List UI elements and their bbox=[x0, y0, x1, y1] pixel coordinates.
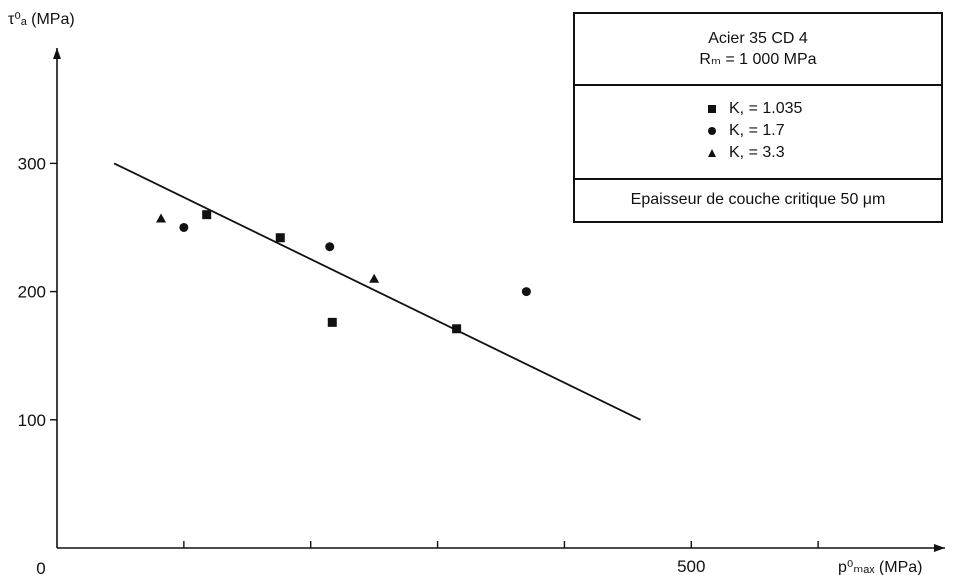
x-tick-label: 500 bbox=[677, 557, 705, 575]
legend-header: Acier 35 CD 4 Rₘ = 1 000 MPa bbox=[575, 14, 941, 86]
y-axis-title: τ⁰ₐ (MPa) bbox=[8, 11, 75, 28]
y-tick-label: 100 bbox=[18, 411, 46, 430]
legend-entry-circle: K, = 1.7 bbox=[705, 120, 941, 142]
y-axis-arrow-icon bbox=[53, 48, 61, 59]
legend-entry-triangle: K, = 3.3 bbox=[705, 142, 941, 164]
legend: Acier 35 CD 4 Rₘ = 1 000 MPa K, = 1.035 … bbox=[573, 12, 943, 223]
data-point-square bbox=[275, 233, 285, 243]
data-point-triangle bbox=[156, 213, 167, 223]
trend-line bbox=[113, 162, 641, 421]
data-point-square bbox=[327, 317, 337, 327]
legend-series: K, = 1.035 K, = 1.7 K, = 3.3 bbox=[575, 86, 941, 180]
data-point-triangle bbox=[369, 273, 380, 283]
data-point-square bbox=[202, 210, 212, 220]
data-point-square bbox=[452, 324, 462, 334]
data-point-circle bbox=[325, 242, 335, 252]
labels-layer: 100 200 300 500 0 τ⁰ₐ (MPa) p⁰ₘₐₓ (MPa) bbox=[8, 11, 922, 575]
trend-layer bbox=[113, 162, 641, 421]
points-layer bbox=[156, 210, 531, 334]
square-marker-icon bbox=[705, 102, 719, 116]
triangle-marker-icon bbox=[705, 146, 719, 160]
axes bbox=[53, 48, 945, 552]
x-axis-title: p⁰ₘₐₓ (MPa) bbox=[838, 559, 922, 575]
legend-entry-square: K, = 1.035 bbox=[705, 98, 941, 120]
legend-label: K, = 1.7 bbox=[729, 122, 785, 139]
circle-marker-icon bbox=[705, 124, 719, 138]
data-point-circle bbox=[521, 287, 531, 297]
x-axis-arrow-icon bbox=[934, 544, 945, 552]
y-tick-label: 300 bbox=[18, 154, 46, 173]
legend-footer: Epaisseur de couche critique 50 μm bbox=[630, 191, 886, 208]
legend-label: K, = 3.3 bbox=[729, 144, 785, 161]
legend-title-line1: Acier 35 CD 4 bbox=[708, 30, 808, 47]
data-point-circle bbox=[179, 222, 189, 232]
legend-label: K, = 1.035 bbox=[729, 100, 803, 117]
y-tick-label: 200 bbox=[18, 283, 46, 302]
ticks bbox=[50, 162, 819, 548]
origin-label: 0 bbox=[36, 559, 45, 575]
legend-title-line2: Rₘ = 1 000 MPa bbox=[699, 51, 817, 68]
